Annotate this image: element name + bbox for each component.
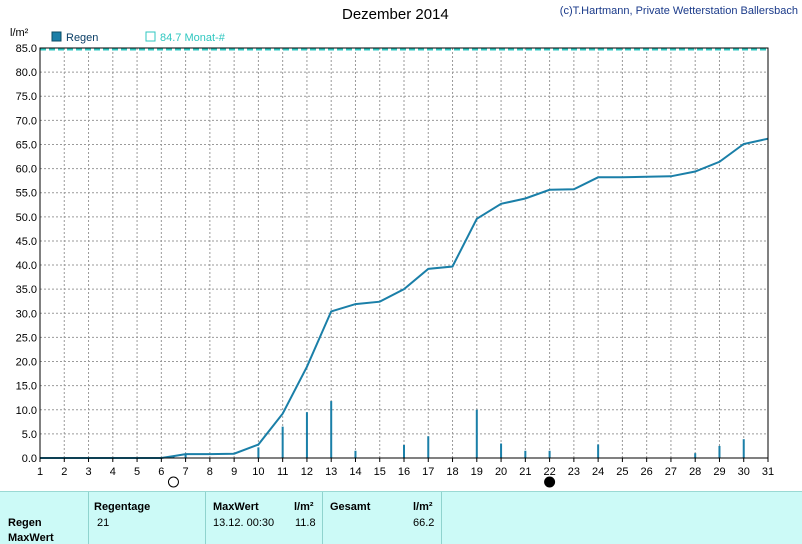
full-moon-icon xyxy=(167,476,179,488)
legend-monthly-label: 84.7 Monat-# xyxy=(160,32,226,44)
x-tick-label: 21 xyxy=(519,466,531,478)
y-tick-label: 25.0 xyxy=(16,332,37,344)
x-tick-label: 8 xyxy=(207,466,213,478)
new-moon-icon xyxy=(544,476,556,488)
maxwert-unit: l/m² xyxy=(294,501,314,513)
x-tick-label: 2 xyxy=(61,466,67,478)
x-tick-label: 9 xyxy=(231,466,237,478)
gesamt-label: Gesamt xyxy=(330,501,371,513)
x-tick-label: 20 xyxy=(495,466,507,478)
x-tick-label: 26 xyxy=(641,466,653,478)
summary-panel: Regentage 21 MaxWert l/m² 13.12. 00:30 1… xyxy=(0,491,802,544)
x-tick-label: 4 xyxy=(110,466,116,478)
rain-bar xyxy=(718,445,721,458)
maxwert-value: 11.8 xyxy=(295,517,316,529)
row-label-maxwert: MaxWert xyxy=(8,532,54,544)
rain-bar xyxy=(305,412,308,458)
rain-bar xyxy=(597,444,600,458)
legend-monthly-swatch xyxy=(145,31,156,42)
x-tick-label: 13 xyxy=(325,466,337,478)
plot-frame xyxy=(39,47,769,459)
gesamt-unit: l/m² xyxy=(413,501,433,513)
x-tick-label: 10 xyxy=(252,466,264,478)
rain-bar xyxy=(742,439,745,458)
x-tick-label: 7 xyxy=(183,466,189,478)
maxwert-label: MaxWert xyxy=(213,501,259,513)
panel-divider xyxy=(205,492,206,544)
x-tick-label: 1 xyxy=(37,466,43,478)
y-tick-label: 45.0 xyxy=(16,236,37,248)
x-tick-label: 15 xyxy=(374,466,386,478)
rain-bar xyxy=(403,444,405,458)
y-tick-label: 60.0 xyxy=(16,164,37,176)
y-tick-label: 65.0 xyxy=(16,139,37,151)
x-tick-label: 6 xyxy=(158,466,164,478)
rain-bar xyxy=(500,443,503,458)
gesamt-value: 66.2 xyxy=(413,517,435,529)
y-tick-label: 5.0 xyxy=(22,429,37,441)
rain-bar xyxy=(694,453,697,458)
x-tick-label: 22 xyxy=(543,466,555,478)
rain-bar xyxy=(184,454,187,458)
x-tick-label: 14 xyxy=(349,466,361,478)
legend: Regen 84.7 Monat-# xyxy=(51,31,226,44)
y-tick-label: 15.0 xyxy=(16,381,37,393)
rain-bar xyxy=(475,409,478,458)
rain-bar xyxy=(548,450,551,458)
x-tick-label: 25 xyxy=(616,466,628,478)
legend-regen-label: Regen xyxy=(66,32,98,44)
y-tick-label: 85.0 xyxy=(16,43,37,55)
y-tick-label: 20.0 xyxy=(16,357,37,369)
x-tick-label: 28 xyxy=(689,466,701,478)
rain-bar xyxy=(524,450,527,458)
rain-bar xyxy=(427,436,430,458)
regentage-value: 21 xyxy=(97,517,110,529)
x-tick-label: 27 xyxy=(665,466,677,478)
credit-text: (c)T.Hartmann, Private Wetterstation Bal… xyxy=(559,5,798,17)
cumulative-line-group xyxy=(40,48,769,459)
x-tick-label: 23 xyxy=(568,466,580,478)
y-tick-label: 40.0 xyxy=(16,260,37,272)
y-tick-label: 35.0 xyxy=(16,284,37,296)
y-tick-label: 10.0 xyxy=(16,405,37,417)
y-tick-label: 30.0 xyxy=(16,308,37,320)
x-tick-label: 3 xyxy=(85,466,91,478)
x-tick-label: 30 xyxy=(738,466,750,478)
grid xyxy=(39,47,769,459)
rain-bars xyxy=(172,401,745,458)
x-tick-label: 12 xyxy=(301,466,313,478)
y-axis-label: l/m² xyxy=(10,27,29,39)
y-tick-label: 0.0 xyxy=(22,453,37,465)
x-tick-label: 16 xyxy=(398,466,410,478)
x-tick-label: 18 xyxy=(446,466,458,478)
x-tick-label: 11 xyxy=(277,466,288,478)
x-tick-label: 5 xyxy=(134,466,140,478)
x-tick-label: 17 xyxy=(422,466,434,478)
rain-bar xyxy=(354,450,357,458)
y-tick-label: 50.0 xyxy=(16,212,37,224)
regentage-label: Regentage xyxy=(94,501,151,513)
x-tick-label: 29 xyxy=(713,466,725,478)
y-tick-label: 55.0 xyxy=(16,188,37,200)
x-tick-label: 19 xyxy=(471,466,483,478)
panel-divider xyxy=(322,492,323,544)
rain-bar xyxy=(257,447,260,458)
row-label-regen: Regen xyxy=(8,517,42,529)
rain-bar xyxy=(330,401,333,458)
axes: 0.0 5.0 10.0 15.0 20.0 25.0 30.0 35.0 40.0 45.0 50… xyxy=(10,27,774,488)
panel-divider xyxy=(88,492,89,544)
x-tick-label: 31 xyxy=(762,466,774,478)
y-tick-label: 70.0 xyxy=(16,115,37,127)
y-tick-label: 80.0 xyxy=(16,67,37,79)
cumulative-line xyxy=(40,137,769,459)
chart-title: Dezember 2014 xyxy=(342,6,449,23)
maxwert-time: 13.12. 00:30 xyxy=(213,517,275,529)
x-tick-label: 24 xyxy=(592,466,604,478)
rain-chart: 0.0 5.0 10.0 15.0 20.0 25.0 30.0 35.0 40.0 45.0 50… xyxy=(10,27,774,488)
panel-divider xyxy=(441,492,442,544)
y-tick-label: 75.0 xyxy=(16,91,37,103)
legend-regen-swatch xyxy=(51,31,62,42)
rain-bar xyxy=(281,426,284,458)
